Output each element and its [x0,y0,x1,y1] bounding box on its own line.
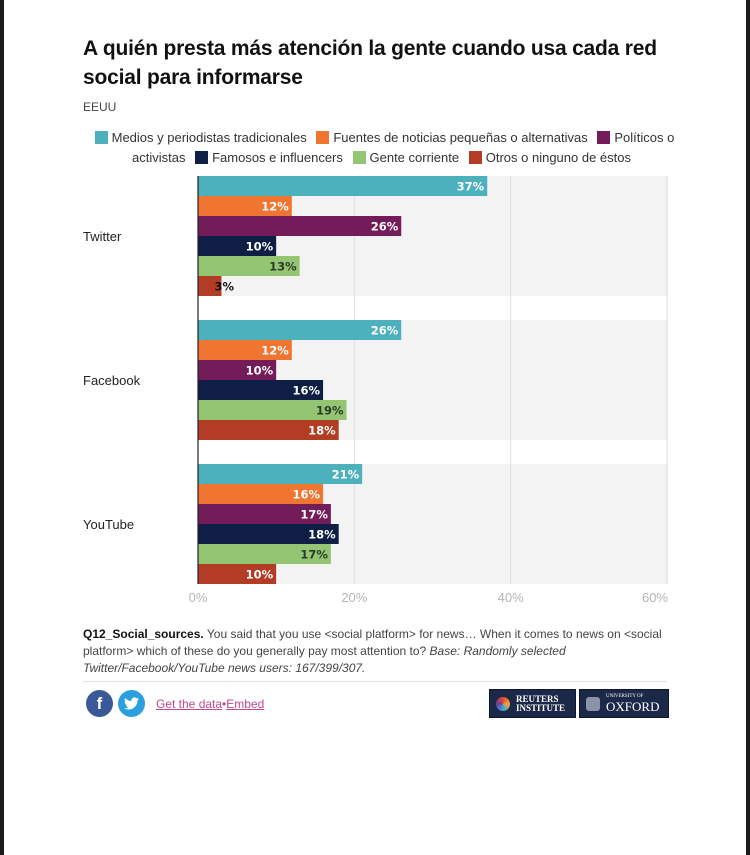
bar-value-label: 19% [316,404,344,418]
bar-value-label: 16% [293,488,321,502]
bar [198,524,339,544]
bar [198,196,292,216]
legend-swatch [352,151,366,164]
legend-label: Medios y periodistas tradicionales [111,130,307,145]
bar [198,276,222,296]
bar-chart: 37% 12% 26% 10% 13% 3% Twitter 26% 12% 10% 16% 19% 1… [83,176,668,605]
x-tick-label: 20% [341,590,367,605]
bar-value-label: 17% [300,508,328,522]
bar [198,564,277,584]
facebook-share-button[interactable]: f [86,690,113,717]
bar [198,176,488,196]
legend-label: Famosos e influencers [212,150,343,165]
bar [198,400,347,420]
bar-value-label: 18% [308,424,336,438]
legend-item: Famosos e influencers [195,148,343,168]
twitter-icon [124,697,139,710]
bar [198,544,331,564]
legend-item: Medios y periodistas tradicionales [94,128,307,148]
bar-value-label: 18% [308,528,336,542]
x-tick-label: 40% [498,590,524,605]
question-text: You said that you use <social platform> … [83,627,662,658]
chart-notes: Q12_Social_sources. You said that you us… [83,626,673,677]
bar [198,380,324,400]
bar-value-label: 21% [332,468,360,482]
legend-item: Gente corriente [352,148,460,168]
footer-links: Get the data•Embed [156,697,264,711]
bar-value-label: 10% [246,364,274,378]
bar-value-label: 26% [371,220,399,234]
bar-value-label: 13% [269,260,297,274]
reuters-logo-line1: REUTERS [516,693,559,704]
university-of-oxford-logo[interactable]: UNIVERSITY OF OXFORD [579,689,669,718]
bar-value-label: 3% [214,280,234,294]
x-tick-label: 0% [189,590,208,605]
legend-swatch [468,151,482,164]
bar [198,320,402,340]
bar-value-label: 10% [246,568,274,582]
bar [198,484,324,504]
bar-value-label: 37% [457,180,485,194]
bar [198,420,339,440]
legend-label: Gente corriente [369,150,460,165]
reuters-logo-line2: INSTITUTE [516,702,566,713]
category-label: Twitter [83,229,122,244]
twitter-share-button[interactable] [118,690,145,717]
bar-value-label: 10% [246,240,274,254]
legend-label: Otros o ninguno de éstos [485,150,631,165]
reuters-institute-logo[interactable]: REUTERS INSTITUTE [489,689,576,718]
bar-value-label: 16% [293,384,321,398]
legend-item: Fuentes de noticias pequeñas o alternati… [316,128,588,148]
bar [198,216,402,236]
footer-divider [83,681,667,682]
reuters-logo-icon [496,696,510,711]
category-label: YouTube [83,517,134,532]
legend-swatch [195,151,209,164]
oxford-logo-line2: OXFORD [606,699,660,714]
bar-value-label: 26% [371,324,399,338]
embed-link[interactable]: Embed [226,697,265,711]
bar [198,236,277,256]
bar [198,464,363,484]
link-separator: • [222,697,227,711]
page: A quién presta más atención la gente cua… [4,0,746,855]
legend-item: Otros o ninguno de éstos [468,148,631,168]
bar [198,504,331,524]
question-id: Q12_Social_sources. [83,627,204,641]
oxford-crest-icon [586,696,600,711]
legend-swatch [597,131,611,144]
category-label: Facebook [83,373,141,388]
legend-item: Políticos o activistas [132,130,674,165]
bar-value-label: 12% [261,200,289,214]
legend-swatch [316,131,330,144]
bar-value-label: 12% [261,344,289,358]
legend-label: Políticos o activistas [132,130,675,165]
legend-label: Fuentes de noticias pequeñas o alternati… [333,130,588,145]
chart-subtitle: EEUU [83,100,117,114]
sample-base: Base: Randomly selected Twitter/Facebook… [83,644,566,675]
legend-swatch [94,131,108,144]
legend: Medios y periodistas tradicionales Fuent… [83,128,683,168]
get-the-data-link[interactable]: Get the data [156,697,223,711]
facebook-icon: f [96,693,103,713]
oxford-logo-line1: UNIVERSITY OF [606,694,644,699]
chart-title: A quién presta más atención la gente cua… [83,37,657,89]
bar [198,340,292,360]
bar [198,256,300,276]
bar [198,360,277,380]
bar-value-label: 17% [300,548,328,562]
x-tick-label: 60% [642,590,668,605]
